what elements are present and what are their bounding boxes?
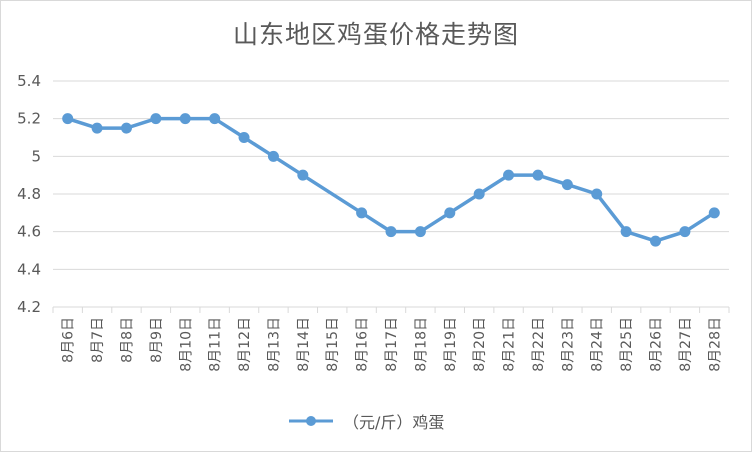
data-point <box>591 188 603 200</box>
x-tick-label: 8月11日 <box>208 317 224 372</box>
series-line-segment <box>594 192 628 234</box>
data-point <box>561 179 573 191</box>
data-point <box>356 207 368 219</box>
data-point <box>532 169 544 181</box>
x-tick-label: 8月26日 <box>649 317 665 372</box>
y-tick-label: 5.2 <box>17 110 41 128</box>
legend-swatch <box>289 416 333 426</box>
data-point <box>267 150 279 162</box>
y-tick-label: 5 <box>31 147 41 165</box>
x-tick-label: 8月19日 <box>443 317 459 372</box>
data-point <box>179 113 191 125</box>
y-tick-label: 5.4 <box>17 72 41 90</box>
x-tick-label: 8月13日 <box>266 317 282 372</box>
data-point <box>620 226 632 238</box>
x-tick-label: 8月9日 <box>149 317 165 363</box>
data-point <box>385 226 397 238</box>
data-point <box>120 122 132 134</box>
x-tick-label: 8月21日 <box>502 317 518 372</box>
data-point <box>209 113 221 125</box>
data-point <box>708 207 720 219</box>
legend: （元/斤）鸡蛋 <box>289 409 444 433</box>
data-point <box>650 235 662 247</box>
x-tick-label: 8月12日 <box>237 317 253 372</box>
data-point <box>62 113 74 125</box>
x-tick-label: 8月16日 <box>355 317 371 372</box>
series-line-segment <box>301 173 364 215</box>
y-tick-label: 4.2 <box>17 298 41 316</box>
x-tick-label: 8月27日 <box>678 317 694 372</box>
series-line-segment <box>683 211 717 234</box>
data-point <box>414 226 426 238</box>
x-tick-label: 8月24日 <box>590 317 606 372</box>
x-tick-label: 8月6日 <box>61 317 77 363</box>
series-line-segment <box>418 211 452 234</box>
series-line-segment <box>242 135 276 159</box>
data-point <box>503 169 515 181</box>
x-tick-label: 8月8日 <box>119 317 135 363</box>
x-tick-label: 8月17日 <box>384 317 400 372</box>
series-line-segment <box>477 173 511 196</box>
x-tick-label: 8月15日 <box>325 317 341 372</box>
x-tick-label: 8月28日 <box>707 317 723 372</box>
data-point <box>473 188 485 200</box>
series-line-segment <box>448 192 481 215</box>
data-point <box>150 113 162 125</box>
y-tick-label: 4.6 <box>17 223 41 241</box>
data-point <box>238 132 250 143</box>
chart-title: 山东地区鸡蛋价格走势图 <box>232 20 519 49</box>
x-tick-label: 8月14日 <box>296 317 312 372</box>
data-point <box>444 207 456 219</box>
x-tick-label: 8月18日 <box>413 317 429 372</box>
series-line-segment <box>212 116 246 140</box>
y-tick-label: 4.4 <box>17 260 41 278</box>
x-tick-label: 8月22日 <box>531 317 547 372</box>
series-line-segment <box>359 211 393 234</box>
x-tick-label: 8月10日 <box>178 317 194 372</box>
y-tick-label: 4.8 <box>17 185 41 203</box>
x-tick-label: 8月23日 <box>560 317 576 372</box>
data-point <box>679 226 691 238</box>
x-tick-label: 8月25日 <box>619 317 635 372</box>
legend-label: （元/斤）鸡蛋 <box>343 413 445 432</box>
data-point <box>297 169 309 181</box>
data-point <box>91 122 103 134</box>
x-tick-label: 8月20日 <box>472 317 488 372</box>
x-tick-label: 8月7日 <box>90 317 106 363</box>
series-line-segment <box>271 154 305 177</box>
